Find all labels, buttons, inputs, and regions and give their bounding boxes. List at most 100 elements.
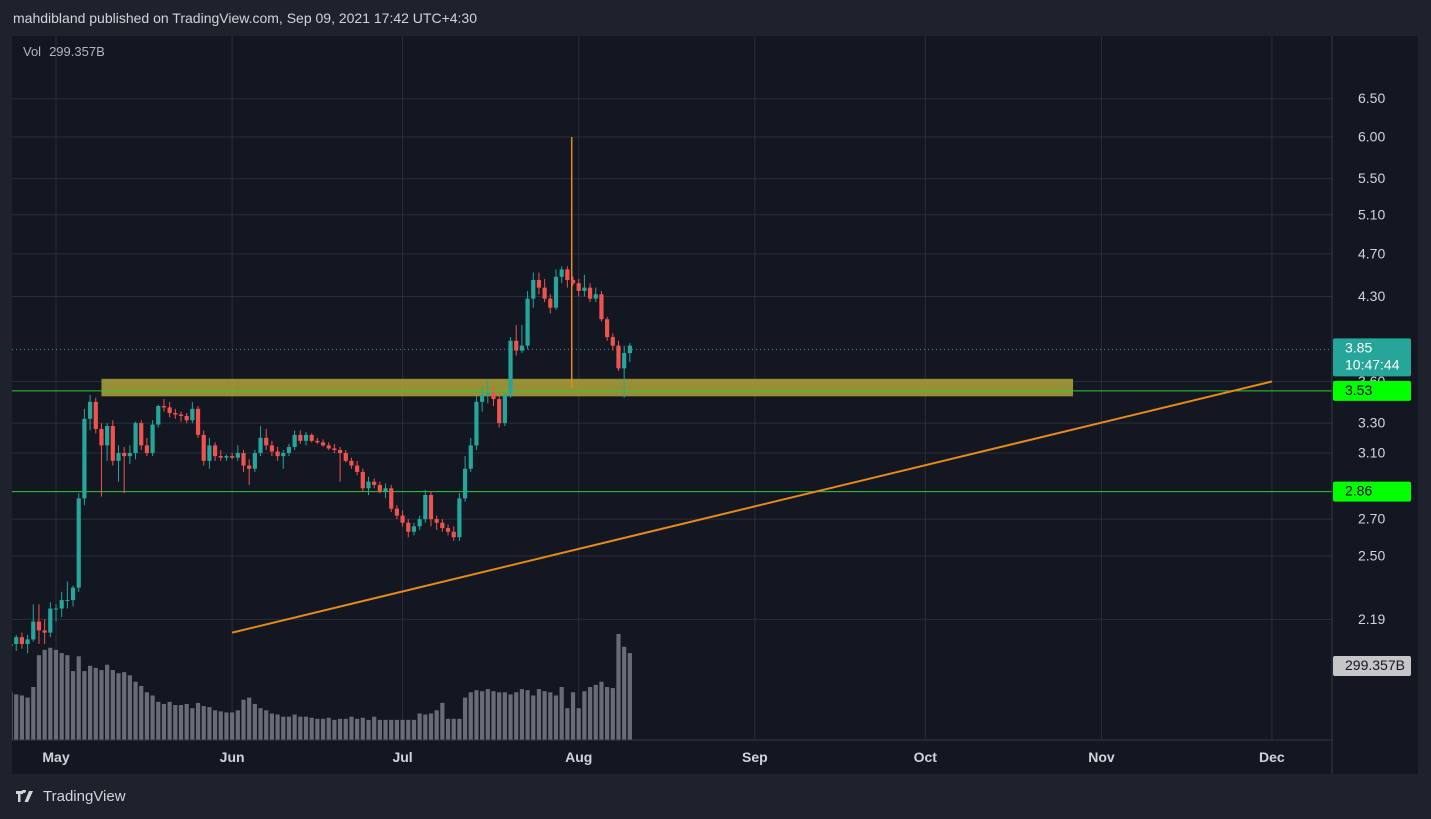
volume-bar <box>451 718 456 740</box>
volume-bar <box>207 707 212 740</box>
candle-body <box>286 446 292 454</box>
volume-bar <box>48 647 53 740</box>
tradingview-brand[interactable]: TradingView <box>13 788 126 805</box>
candle-body <box>559 269 564 277</box>
support-zone-box <box>101 378 1074 397</box>
candle-body <box>565 269 570 281</box>
trendline <box>231 380 1273 634</box>
candle-body <box>252 453 257 469</box>
candle-body <box>610 337 615 346</box>
candle-body <box>355 465 360 472</box>
candle-body <box>394 508 400 516</box>
drawn-lines <box>12 137 1332 634</box>
volume-bar <box>241 699 246 740</box>
candle-body <box>622 353 627 369</box>
volume-bar <box>400 719 405 740</box>
volume-bar <box>150 695 155 740</box>
candle-body <box>542 287 547 299</box>
volume-bar <box>389 719 394 740</box>
volume-bar <box>531 695 536 740</box>
candle-body <box>133 423 138 454</box>
candle-body <box>616 345 621 369</box>
candle-body <box>87 401 93 419</box>
chart-panel[interactable]: 6.506.005.505.104.704.303.603.303.102.70… <box>12 36 1418 774</box>
candle-body <box>82 418 87 499</box>
candle-body <box>451 531 456 538</box>
volume-bar <box>366 719 371 740</box>
volume-bar <box>445 718 451 740</box>
volume-bar <box>161 703 167 740</box>
volume-legend-value: 299.357B <box>49 44 105 59</box>
candle-body <box>480 394 485 402</box>
price-tick-label: 3.10 <box>1358 445 1385 461</box>
candle-body <box>309 434 314 441</box>
volume-bar <box>394 719 400 740</box>
candle-body <box>349 460 354 466</box>
volume-bar <box>42 649 47 740</box>
candle-body <box>275 451 280 457</box>
volume-bar <box>593 684 598 740</box>
candle-body <box>53 608 59 610</box>
candlestick-chart[interactable]: 6.506.005.505.104.704.303.603.303.102.70… <box>12 36 1418 774</box>
candle-body <box>173 413 178 415</box>
volume-bar <box>417 713 422 740</box>
volume-axis-label-bg <box>1333 656 1411 676</box>
volume-bar <box>616 634 621 740</box>
volume-bar <box>190 708 195 740</box>
candle-body <box>514 340 519 351</box>
volume-bar <box>133 681 138 740</box>
volume-bar <box>559 687 564 740</box>
volume-bar <box>264 710 269 740</box>
candle-body <box>184 415 189 421</box>
candle-body <box>627 345 632 354</box>
candle-body <box>383 488 388 492</box>
candle-body <box>434 519 439 523</box>
candle-body <box>36 621 42 631</box>
volume-bar <box>53 649 59 740</box>
volume-bar <box>423 714 428 740</box>
brand-name: TradingView <box>43 788 126 805</box>
volume-bar <box>514 692 519 740</box>
volume-bar <box>474 690 479 740</box>
candle-body <box>320 442 326 446</box>
candle-body <box>468 445 473 469</box>
level-label-bg <box>1333 481 1411 502</box>
volume-bar <box>519 689 524 740</box>
candle-body <box>201 434 206 461</box>
volume-bar <box>355 718 360 740</box>
candle-body <box>59 600 64 609</box>
candle-body <box>156 406 161 425</box>
candle-body <box>525 298 530 346</box>
candle-body <box>230 456 235 458</box>
candle-body <box>536 280 542 288</box>
candle-body <box>190 408 195 421</box>
candle-body <box>14 637 19 645</box>
candle-body <box>65 600 70 602</box>
candle-body <box>99 428 104 446</box>
volume-bar <box>508 694 513 740</box>
price-tick-label: 6.50 <box>1358 90 1385 106</box>
volume-bar <box>224 712 229 740</box>
volume-bar <box>286 716 292 740</box>
volume-bar <box>139 685 144 740</box>
candle-body <box>428 494 434 520</box>
candle-body <box>593 294 598 299</box>
volume-bar <box>309 717 314 740</box>
volume-bar <box>411 719 417 740</box>
candle-body <box>531 280 536 299</box>
volume-bar <box>406 719 411 740</box>
candle-body <box>570 280 576 284</box>
volume-bar <box>548 692 553 740</box>
level-label-text: 3.53 <box>1345 382 1372 398</box>
candle-body <box>576 283 581 291</box>
volume-bar <box>292 714 297 740</box>
volume-bar <box>144 692 150 740</box>
candle-body <box>389 488 394 509</box>
candle-body <box>150 424 155 454</box>
volume-bar <box>349 716 354 740</box>
candle-body <box>48 608 53 633</box>
candle-body <box>474 401 479 446</box>
candle-body <box>212 445 218 457</box>
volume-bar <box>599 681 604 740</box>
volume-bar <box>542 691 547 740</box>
